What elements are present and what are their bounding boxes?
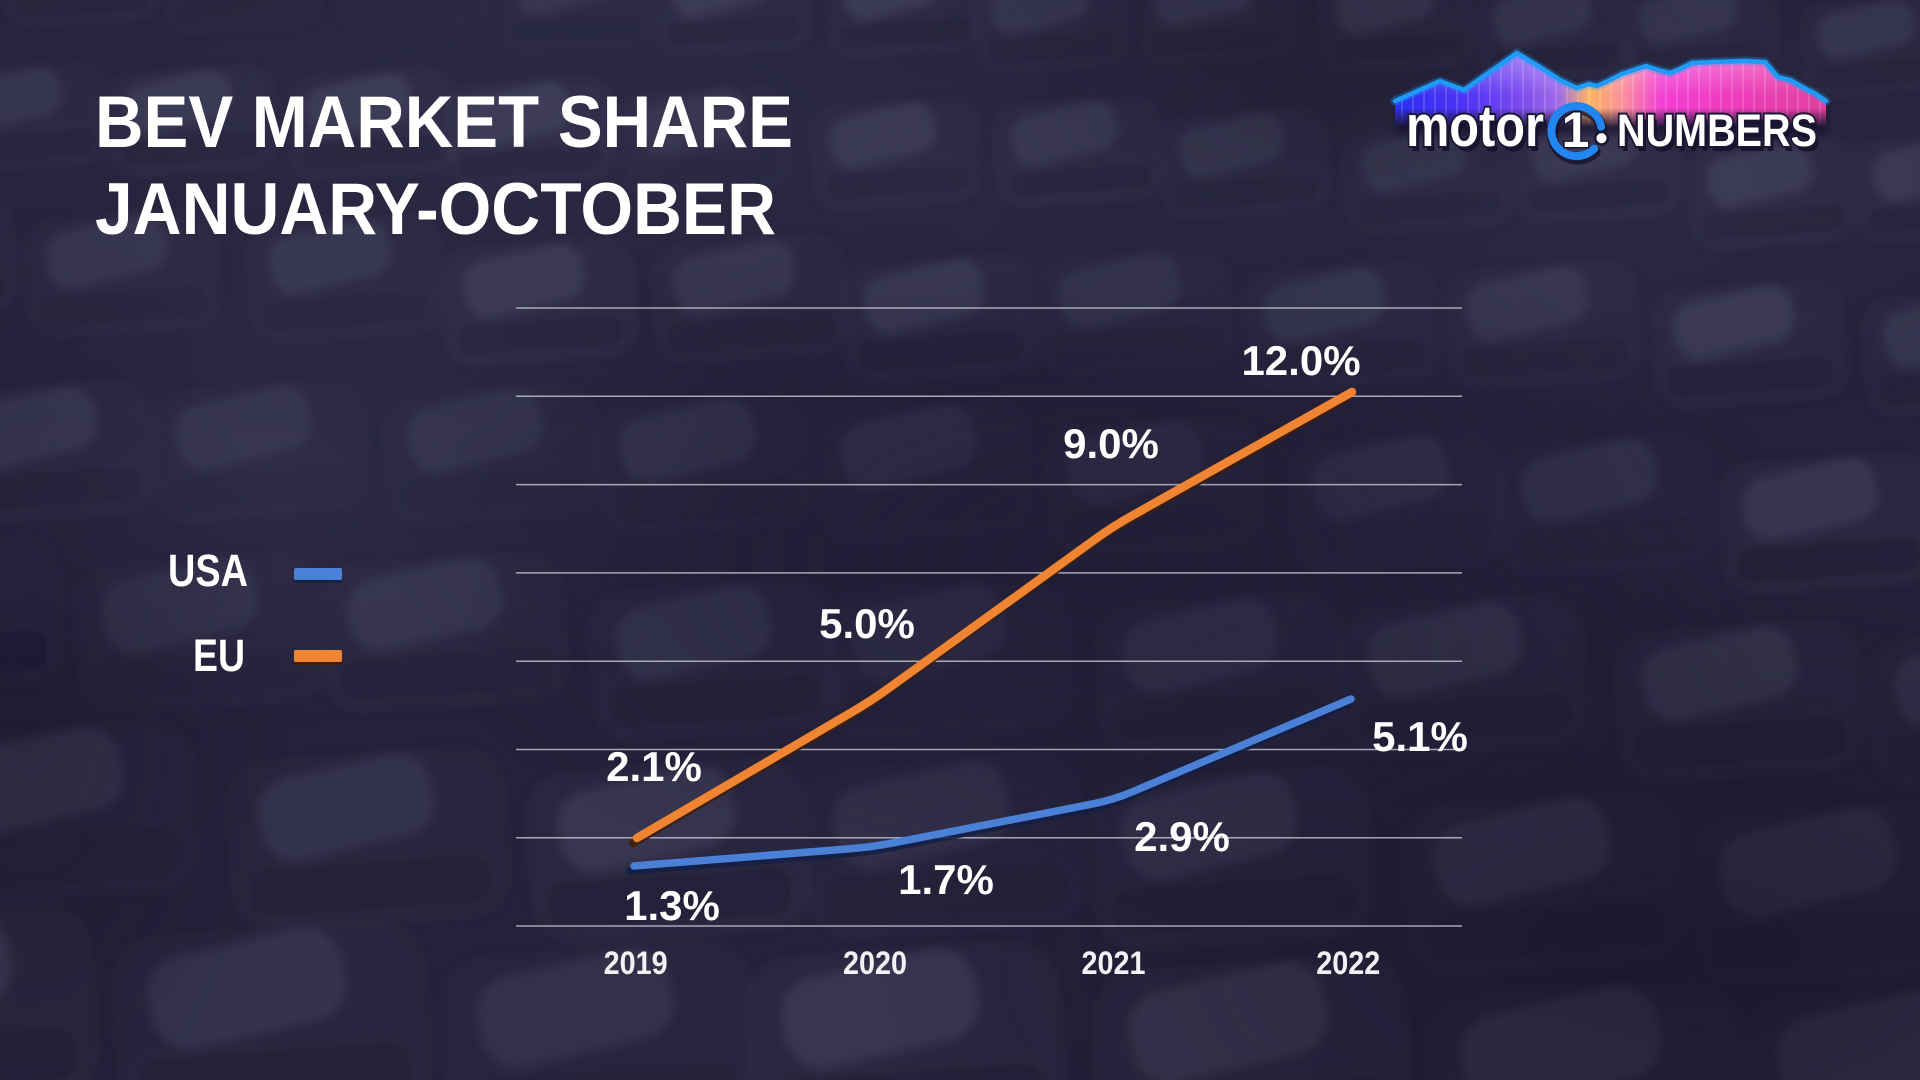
- svg-text:9.0%: 9.0%: [1063, 420, 1159, 467]
- svg-text:NUMBERS: NUMBERS: [1617, 105, 1817, 156]
- svg-text:2019: 2019: [604, 945, 668, 981]
- svg-text:12.0%: 12.0%: [1241, 337, 1360, 384]
- svg-text:2.1%: 2.1%: [606, 743, 702, 790]
- svg-text:2.9%: 2.9%: [1134, 813, 1230, 860]
- svg-text:2021: 2021: [1082, 945, 1146, 981]
- svg-text:2020: 2020: [843, 945, 907, 981]
- svg-text:JANUARY-OCTOBER: JANUARY-OCTOBER: [95, 169, 776, 250]
- svg-text:5.1%: 5.1%: [1372, 713, 1468, 760]
- svg-text:motor: motor: [1409, 99, 1547, 164]
- svg-text:5.0%: 5.0%: [819, 600, 915, 647]
- svg-text:BEV MARKET SHARE: BEV MARKET SHARE: [95, 82, 793, 163]
- svg-text:motor: motor: [1406, 94, 1544, 159]
- svg-text:NUMBERS: NUMBERS: [1620, 110, 1820, 161]
- svg-text:2022: 2022: [1316, 945, 1380, 981]
- svg-text:1: 1: [1562, 102, 1590, 158]
- svg-text:EU: EU: [193, 630, 245, 681]
- svg-text:1.3%: 1.3%: [624, 882, 720, 929]
- svg-text:1.7%: 1.7%: [898, 856, 994, 903]
- svg-text:USA: USA: [168, 545, 248, 596]
